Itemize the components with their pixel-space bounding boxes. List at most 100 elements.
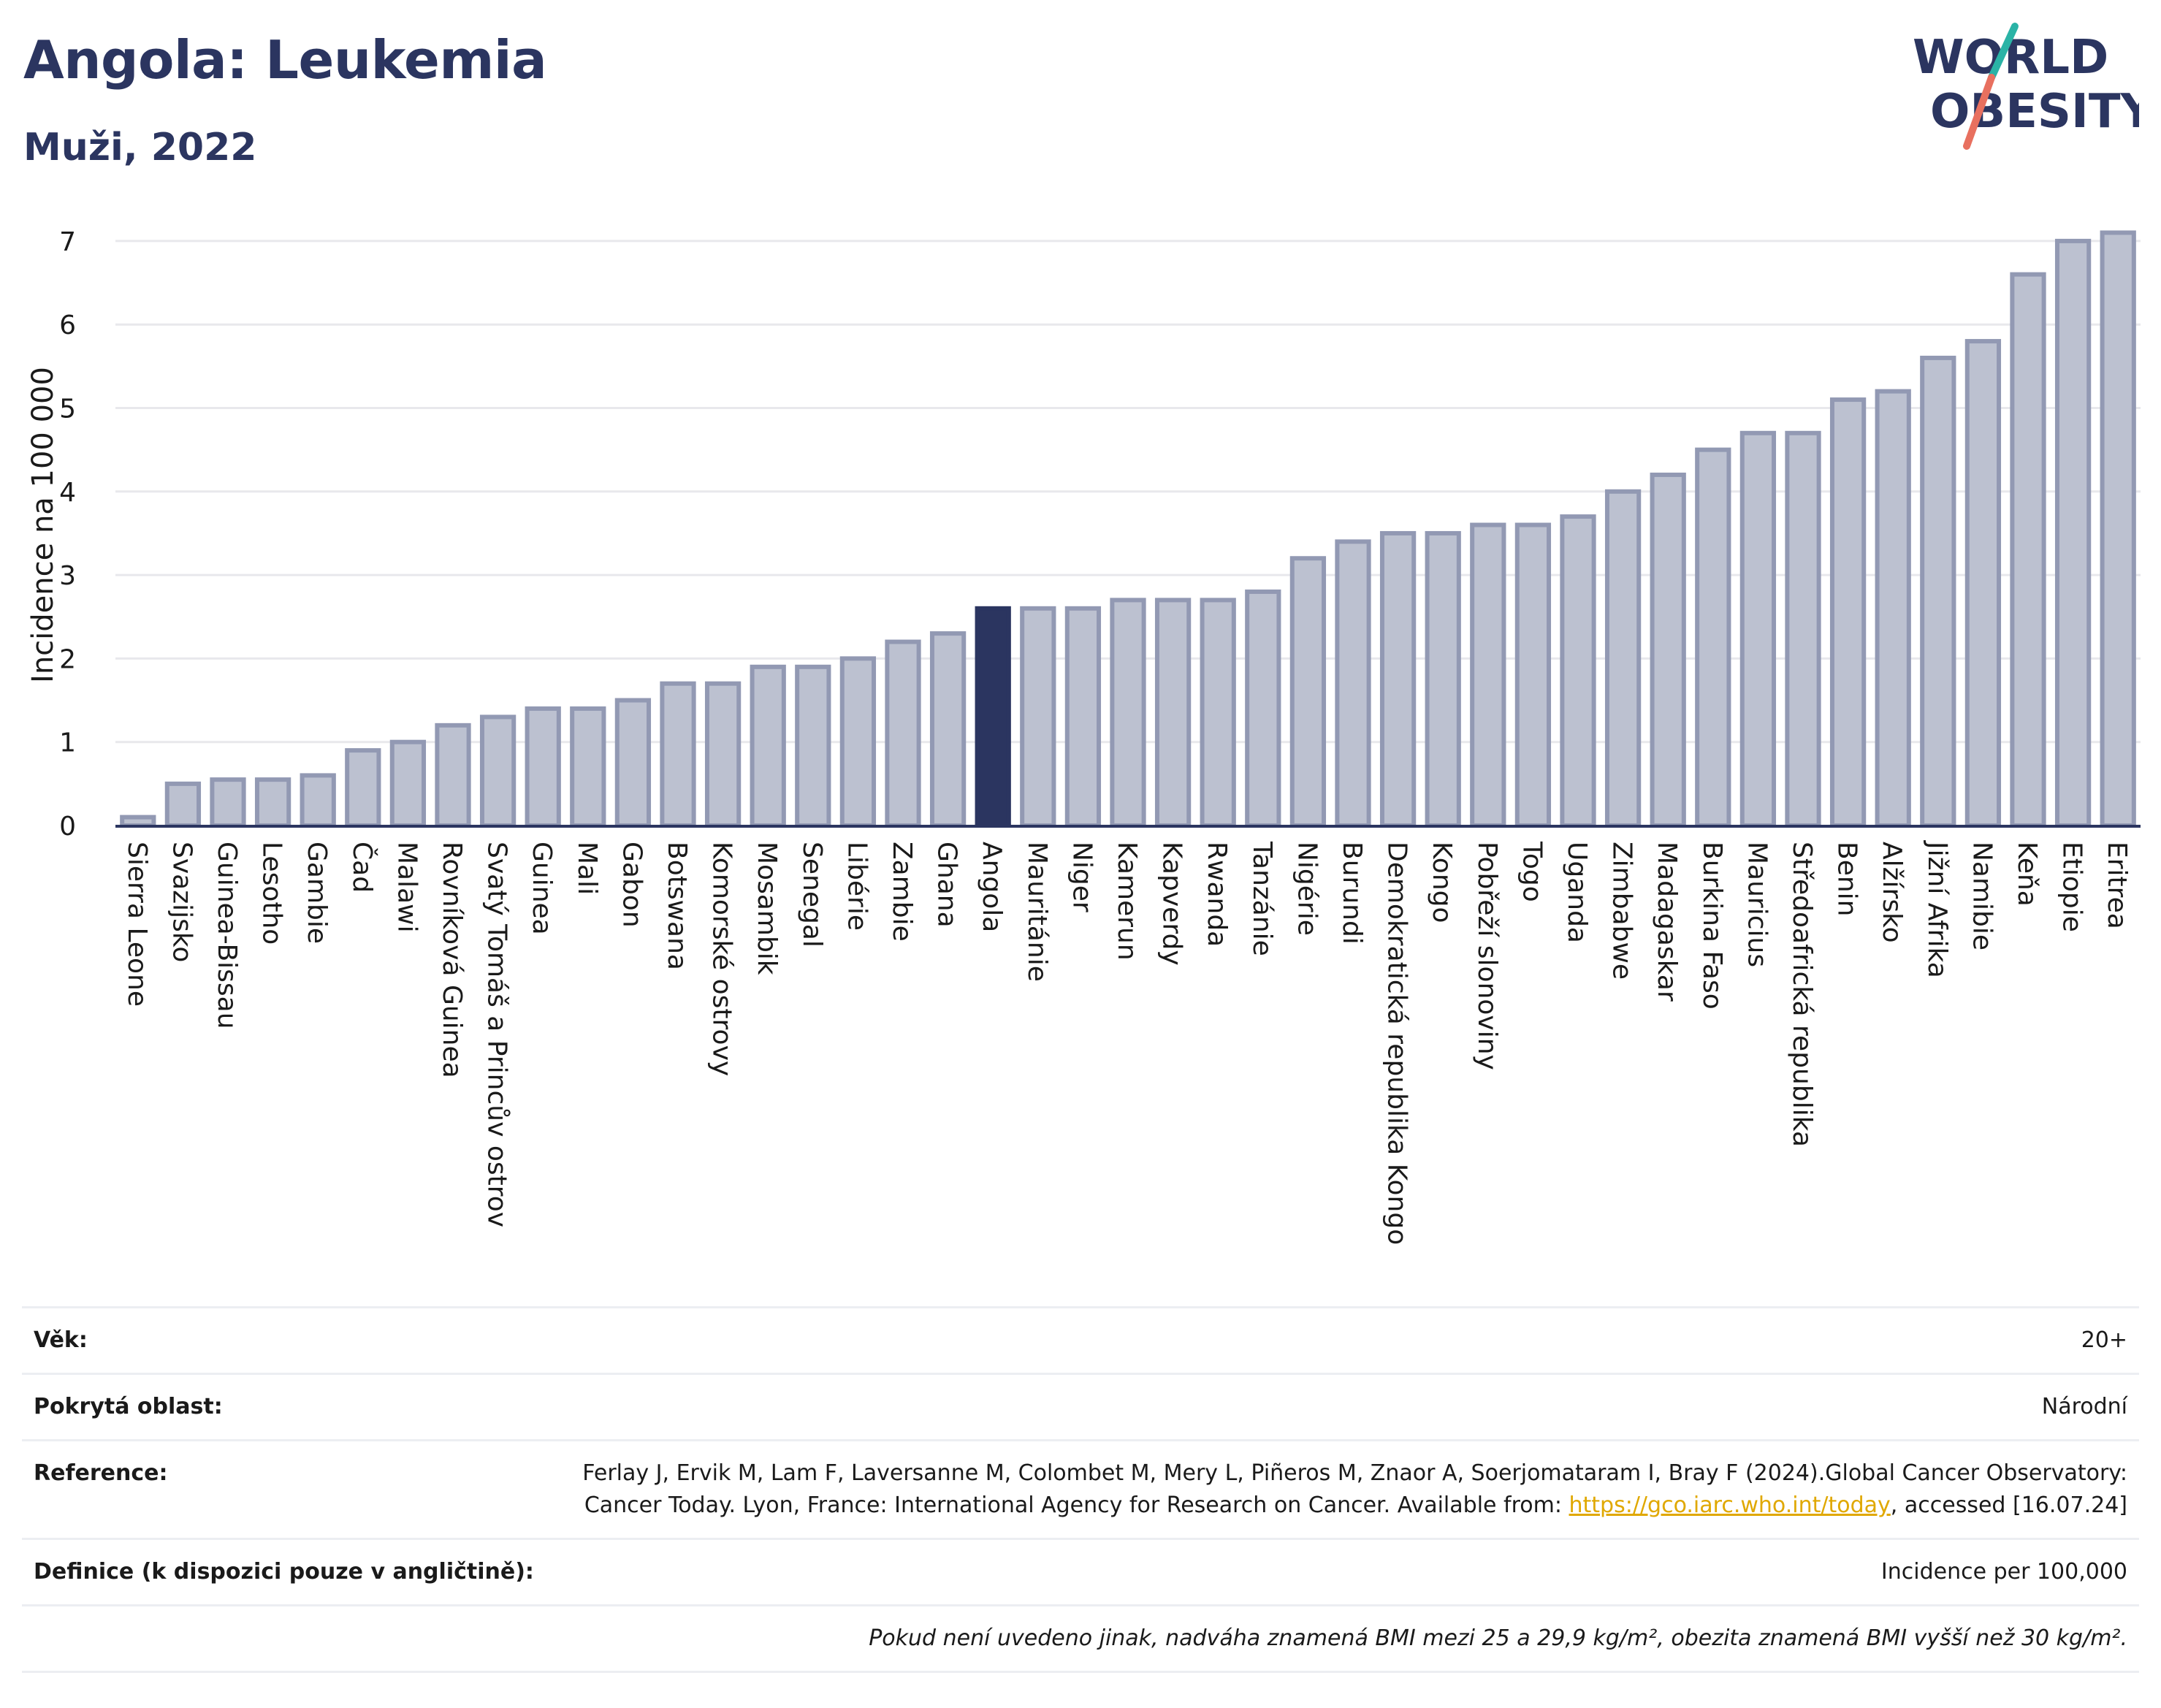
bar [795, 664, 831, 828]
bar [1470, 522, 1506, 828]
bar [1695, 447, 1731, 828]
bar [254, 777, 291, 828]
x-tick-label: Botswana [662, 842, 692, 970]
age-value: 20+ [2081, 1327, 2127, 1353]
bar [1245, 589, 1281, 828]
x-tick-label: Demokratická republika Kongo [1382, 842, 1412, 1245]
reference-tail: , accessed [16.07.24] [1890, 1492, 2127, 1518]
x-tick-label: Komorské ostrovy [707, 842, 737, 1076]
y-tick-label: 1 [59, 728, 76, 758]
bar [750, 664, 786, 828]
x-tick-label: Mauritánie [1022, 842, 1052, 982]
info-row-reference: Reference: Ferlay J, Ervik M, Lam F, Lav… [22, 1439, 2139, 1538]
x-tick-label: Eritrea [2102, 842, 2132, 929]
y-tick-label: 5 [59, 394, 76, 424]
x-tick-label: Niger [1067, 842, 1097, 912]
bar [1829, 397, 1867, 828]
bar [1875, 389, 1911, 828]
area-label: Pokrytá oblast: [34, 1394, 223, 1419]
x-tick-label: Zimbabwe [1607, 842, 1637, 980]
bar [704, 681, 742, 828]
info-row-area: Pokrytá oblast: Národní [22, 1373, 2139, 1439]
bar [210, 777, 246, 828]
bar [1560, 514, 1596, 828]
bar [164, 781, 202, 828]
x-tick-label: Mauricius [1742, 842, 1772, 967]
x-tick-label: Středoafrická republika [1787, 842, 1817, 1147]
reference-value: Ferlay J, Ervik M, Lam F, Laversanne M, … [520, 1457, 2127, 1522]
x-tick-label: Tanzánie [1247, 841, 1277, 956]
x-tick-label: Alžírsko [1877, 842, 1907, 943]
bar [1020, 606, 1056, 828]
x-tick-label: Guinea-Bissau [212, 842, 242, 1029]
world-obesity-logo: WORLD OBESITY [1913, 23, 2139, 150]
y-tick-label: 2 [59, 644, 76, 674]
x-tick-label: Libérie [842, 842, 872, 931]
bar [1064, 606, 1102, 828]
x-tick-label: Rovníková Guinea [437, 842, 467, 1078]
footnote: Pokud není uvedeno jinak, nadváha znamen… [869, 1625, 2127, 1651]
bar [660, 681, 696, 828]
bar [435, 723, 471, 828]
definition-value: Incidence per 100,000 [1880, 1559, 2127, 1585]
x-tick-label: Madagaskar [1652, 842, 1682, 1002]
x-tick-label: Etiopie [2057, 842, 2087, 932]
x-tick-label: Guinea [527, 842, 557, 935]
bar [839, 656, 877, 828]
bar [1650, 472, 1686, 828]
x-tick-label: Kamerun [1112, 842, 1142, 961]
bar [300, 773, 336, 828]
info-row-footnote: Pokud není uvedeno jinak, nadváha znamen… [22, 1604, 2139, 1673]
x-tick-label: Uganda [1562, 842, 1592, 943]
reference-link[interactable]: https://gco.iarc.who.int/today [1569, 1492, 1891, 1518]
bar [1964, 339, 2002, 828]
bar [479, 714, 517, 828]
x-tick-label: Mosambik [752, 842, 782, 975]
x-tick-label: Ghana [932, 842, 962, 928]
bar [975, 606, 1011, 828]
y-axis-ticks: 0 1 2 3 4 5 6 7 [59, 227, 76, 842]
bar [2010, 272, 2046, 828]
y-tick-label: 7 [59, 227, 76, 257]
y-tick-label: 3 [59, 561, 76, 591]
x-tick-label: Nigérie [1292, 842, 1322, 936]
x-tick-label: Gambie [302, 842, 332, 944]
info-row-age: Věk: 20+ [22, 1306, 2139, 1373]
x-tick-label: Sierra Leone [122, 842, 152, 1007]
bar [1920, 355, 1956, 828]
bar [1200, 598, 1236, 828]
reference-text: Ferlay J, Ervik M, Lam F, Laversanne M, … [582, 1460, 2127, 1518]
y-tick-label: 6 [59, 310, 76, 340]
logo-slash-teal [1988, 23, 2019, 81]
bar [2054, 238, 2092, 828]
x-tick-label: Čad [347, 842, 378, 893]
bar [1514, 522, 1552, 828]
definition-label: Definice (k dispozici pouze v angličtině… [34, 1559, 534, 1585]
logo-line2: OBESITY [1930, 85, 2139, 139]
x-tick-label: Togo [1517, 841, 1547, 902]
chart-subtitle: Muži, 2022 [23, 126, 257, 169]
logo-slash-coral [1963, 74, 1995, 150]
x-tick-label: Malawi [392, 842, 422, 933]
bar [1335, 539, 1371, 828]
x-tick-label: Jižní Afrika [1922, 840, 1952, 978]
bar [1425, 530, 1461, 828]
x-tick-label: Mali [572, 842, 602, 895]
bar [2100, 230, 2136, 828]
x-tick-label: Lesotho [257, 842, 287, 945]
bar [525, 706, 561, 828]
x-axis-labels: Sierra Leone Svazijsko Guinea-Bissau Lesoth… [122, 840, 2132, 1245]
x-tick-label: Burundi [1337, 842, 1367, 945]
x-tick-label: Pobřeží slonoviny [1472, 842, 1502, 1070]
bar [570, 706, 606, 828]
x-tick-label: Benin [1832, 842, 1862, 916]
bar [1379, 530, 1417, 828]
bar [929, 631, 967, 828]
x-tick-label: Rwanda [1202, 842, 1232, 947]
x-tick-label: Svazijsko [167, 842, 197, 962]
x-tick-label: Namibie [1967, 842, 1997, 950]
x-tick-label: Angola [977, 842, 1007, 932]
bar [1604, 489, 1642, 828]
reference-label: Reference: [34, 1460, 168, 1486]
info-row-definition: Definice (k dispozici pouze v angličtině… [22, 1538, 2139, 1604]
